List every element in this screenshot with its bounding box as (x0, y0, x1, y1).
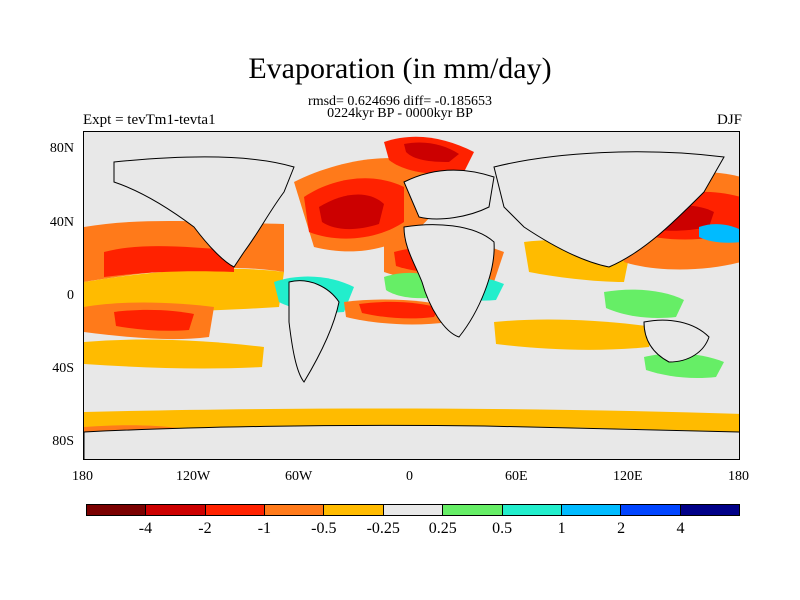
lat-label: 80S (52, 434, 74, 449)
lon-label: 0 (406, 469, 413, 484)
europe-outline (403, 169, 495, 220)
colorbar-label: 1 (557, 520, 566, 537)
colorbar-swatch (205, 505, 266, 515)
colorbar-swatch (146, 505, 206, 515)
lat-label: 0 (67, 288, 74, 303)
south-america-outline (288, 280, 340, 383)
lon-label: 120W (176, 469, 211, 484)
map-field (84, 136, 739, 459)
field-patch (84, 339, 264, 369)
season-label: DJF (716, 112, 742, 128)
stats-subtitle: rmsd= 0.624696 diff= -0.185653 (308, 94, 492, 109)
north-america-outline (113, 156, 295, 268)
field-patch (114, 309, 194, 331)
field-patch (604, 289, 684, 318)
colorbar-label: -0.5 (311, 520, 337, 537)
colorbar-swatch (502, 505, 562, 515)
colorbar-label: 0.5 (492, 520, 513, 537)
lon-label: 60W (285, 469, 313, 484)
colorbar-label: 2 (617, 520, 626, 537)
colorbar (86, 504, 740, 516)
lat-label: 40N (49, 215, 74, 230)
field-patch (359, 301, 439, 319)
colorbar-label: -1 (257, 520, 272, 537)
lat-label: 80N (49, 141, 74, 156)
africa-outline (403, 224, 495, 338)
colorbar-swatch (621, 505, 681, 515)
period-subtitle: 0224kyr BP - 0000kyr BP (327, 106, 473, 121)
field-patch (404, 142, 459, 162)
evaporation-map (83, 131, 740, 460)
colorbar-label: -2 (198, 520, 212, 537)
lon-label: 180 (72, 469, 93, 484)
antarctica-outline (84, 424, 739, 459)
map-title: Evaporation (in mm/day) (248, 52, 552, 85)
colorbar-label: 4 (676, 520, 685, 537)
experiment-label: Expt = tevTm1-tevta1 (83, 112, 216, 128)
colorbar-swatch (324, 505, 384, 515)
colorbar-swatch (680, 505, 739, 515)
lon-label: 60E (505, 469, 528, 484)
australia-outline (643, 319, 710, 363)
field-patch (104, 246, 234, 277)
lon-label: 180 (728, 469, 749, 484)
colorbar-swatch (87, 505, 147, 515)
colorbar-swatch (265, 505, 325, 515)
asia-outline (493, 151, 725, 268)
colorbar-swatch (443, 505, 503, 515)
lon-label: 120E (613, 469, 643, 484)
colorbar-label: -0.25 (366, 520, 400, 537)
field-patch (699, 224, 739, 243)
field-patch (494, 319, 654, 350)
colorbar-label: -4 (138, 520, 153, 537)
colorbar-swatch (561, 505, 622, 515)
lat-label: 40S (52, 361, 74, 376)
colorbar-swatch (383, 505, 444, 515)
field-patch (319, 194, 384, 230)
colorbar-label: 0.25 (428, 520, 457, 537)
